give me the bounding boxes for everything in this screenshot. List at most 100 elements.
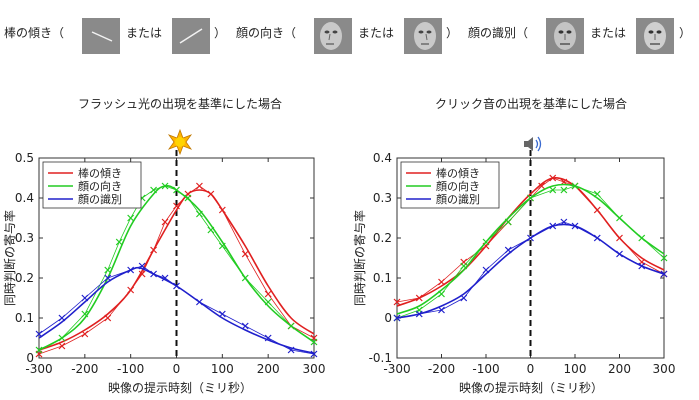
data-point [310, 350, 318, 358]
data-point [287, 322, 295, 330]
bar-stimulus-right [172, 18, 210, 54]
speaker-icon [524, 136, 542, 152]
data-point [35, 330, 43, 338]
data-point [195, 182, 203, 190]
data-point [241, 274, 249, 282]
legend-entry: 顔の向き [78, 179, 122, 193]
y-tick-label: 0.2 [15, 271, 34, 285]
data-point [218, 242, 226, 250]
x-tick-label: 300 [303, 362, 326, 376]
flash-icon [167, 128, 193, 156]
data-point [241, 322, 249, 330]
legend-entry: 顔の識別 [436, 192, 480, 206]
data-point [482, 238, 490, 246]
x-tick-label: -200 [428, 362, 455, 376]
data-point [173, 186, 180, 194]
chart-title: フラッシュ光の出現を基準にした場合 [78, 96, 282, 111]
header-or-tilt: または [126, 26, 162, 40]
data-point [218, 310, 226, 318]
stimulus-header: 棒の傾き（ または ） 顔の向き（ または [4, 18, 691, 54]
data-point [560, 218, 568, 226]
face-orientation-stimulus-left [314, 18, 352, 54]
data-point [127, 286, 135, 294]
chart-click-reference: クリック音の出現を基準にした場合 映像の提示時刻（ミリ秒） 同時判断の寄与率 -… [352, 96, 675, 395]
data-point [549, 186, 557, 194]
y-tick-label: 0 [384, 311, 392, 325]
data-point [104, 266, 112, 274]
y-tick-label: 0.4 [373, 151, 392, 165]
y-tick-label: 0.5 [15, 151, 34, 165]
y-axis-label: 同時判断の寄与率 [352, 210, 367, 306]
data-point [287, 346, 295, 354]
data-point [638, 234, 646, 242]
data-point [81, 330, 89, 338]
data-point [195, 210, 203, 218]
data-point [593, 234, 601, 242]
data-point [438, 278, 445, 286]
legend-box [42, 161, 142, 209]
data-point [393, 314, 401, 322]
x-tick-label: 100 [564, 362, 587, 376]
data-point [104, 314, 112, 322]
face-identity-stimulus-right [636, 18, 674, 54]
x-tick-label: -200 [71, 362, 98, 376]
header-or-ident: または [590, 26, 626, 40]
data-point [560, 186, 568, 194]
data-point [207, 226, 215, 234]
data-point [460, 294, 468, 302]
data-point [138, 262, 146, 270]
data-point [616, 234, 623, 242]
data-point [438, 306, 445, 314]
data-point [438, 290, 445, 298]
data-point [127, 214, 135, 222]
data-point [527, 234, 534, 242]
data-point [115, 238, 123, 246]
data-point [393, 298, 401, 306]
data-point [161, 182, 169, 190]
data-point [549, 174, 557, 182]
legend-entry: 棒の傾き [436, 166, 480, 180]
data-point [184, 194, 192, 202]
data-point [150, 186, 158, 194]
data-point [127, 266, 135, 274]
x-tick-label: 200 [608, 362, 631, 376]
x-tick-label: -300 [25, 362, 52, 376]
data-point [504, 218, 512, 226]
data-point [173, 282, 180, 290]
data-point [571, 182, 579, 190]
data-point [616, 250, 623, 258]
series-ident [393, 218, 668, 322]
data-point [104, 274, 112, 282]
header-close-tilt: ） [214, 26, 226, 40]
data-point [660, 270, 668, 278]
data-point [161, 274, 169, 282]
data-point [264, 290, 272, 298]
bar-stimulus-left [82, 18, 120, 54]
y-tick-label: 0 [26, 351, 34, 365]
face-orientation-stimulus-right [404, 18, 442, 54]
y-tick-label: 0.4 [15, 191, 34, 205]
y-tick-label: -0.1 [369, 351, 392, 365]
data-point [138, 270, 146, 278]
data-point [538, 182, 546, 190]
data-point [35, 346, 43, 354]
header-label-orient: 顔の向き（ [236, 25, 296, 40]
data-point [616, 214, 623, 222]
data-point [150, 246, 158, 254]
y-tick-label: 0.1 [373, 271, 392, 285]
data-point [482, 266, 490, 274]
data-point [527, 194, 534, 202]
data-point [241, 250, 249, 258]
y-tick-label: 0.3 [373, 191, 392, 205]
data-point [264, 298, 272, 306]
face-identity-stimulus-left [546, 18, 584, 54]
header-label-ident: 顔の識別（ [468, 25, 528, 40]
data-point [504, 246, 512, 254]
data-point [415, 294, 423, 302]
header-close-orient: ） [446, 26, 458, 40]
header-close-ident: ） [679, 26, 691, 40]
series-ident [35, 262, 318, 358]
data-point [593, 206, 601, 214]
